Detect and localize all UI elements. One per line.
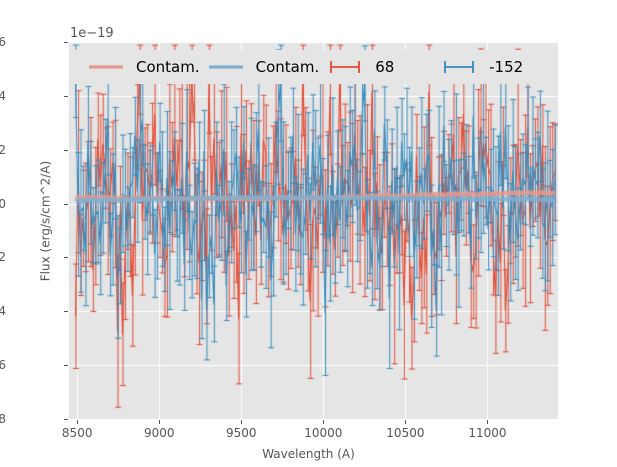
y-tick-label: 0 xyxy=(0,196,6,211)
line-swatch-icon xyxy=(84,58,128,76)
x-axis-label: Wavelength (A) xyxy=(262,447,355,461)
legend-entry-contam-red: Contam. xyxy=(80,58,200,76)
x-tick-mark xyxy=(487,420,489,424)
line-swatch-icon xyxy=(204,58,248,76)
y-tick-label: −8 xyxy=(0,412,6,426)
legend-label: Contam. xyxy=(136,58,200,76)
x-tick-label: 9500 xyxy=(226,426,257,440)
y-tick-mark xyxy=(64,203,68,205)
legend-entry-spectrum-152: -152 xyxy=(433,58,547,76)
y-tick-label: −6 xyxy=(0,358,6,373)
legend-label: -152 xyxy=(489,58,524,76)
y-tick-mark xyxy=(64,42,68,43)
legend-entry-spectrum-68: 68 xyxy=(319,58,433,76)
y-tick-mark xyxy=(64,257,68,259)
x-tick-mark xyxy=(159,420,161,424)
y-tick-mark xyxy=(64,311,68,313)
plot-area xyxy=(69,42,558,419)
legend-label: 68 xyxy=(375,58,395,76)
y-tick-label: 6 xyxy=(0,35,6,49)
legend-label: Contam. xyxy=(255,58,320,76)
y-tick-label: 2 xyxy=(0,142,6,157)
y-tick-label: 4 xyxy=(0,88,6,103)
y-tick-mark xyxy=(64,149,68,151)
x-tick-label: 11000 xyxy=(468,426,507,440)
y-tick-label: −2 xyxy=(0,250,6,265)
x-tick-mark xyxy=(323,420,325,424)
y-tick-mark xyxy=(64,365,68,367)
y-tick-label: −4 xyxy=(0,304,6,319)
y-tick-mark xyxy=(64,95,68,97)
x-tick-mark xyxy=(405,420,407,424)
y-tick-mark xyxy=(64,419,68,420)
errorbar-icon xyxy=(437,58,481,76)
y-axis-offset-text: 1e−19 xyxy=(70,26,114,41)
x-tick-label: 10500 xyxy=(386,426,425,440)
errorbar-icon xyxy=(323,58,367,76)
legend-entry-contam-blue: Contam. xyxy=(200,58,320,76)
x-tick-label: 10000 xyxy=(304,426,343,440)
y-axis-label: Flux (erg/s/cm^2/A) xyxy=(38,160,53,282)
x-tick-mark xyxy=(77,420,79,424)
x-tick-label: 8500 xyxy=(61,426,93,440)
legend: Contam. Contam. 68 -152 xyxy=(74,50,553,84)
x-tick-mark xyxy=(241,420,243,424)
x-tick-label: 9000 xyxy=(143,426,175,440)
spectrum-canvas xyxy=(69,42,558,419)
